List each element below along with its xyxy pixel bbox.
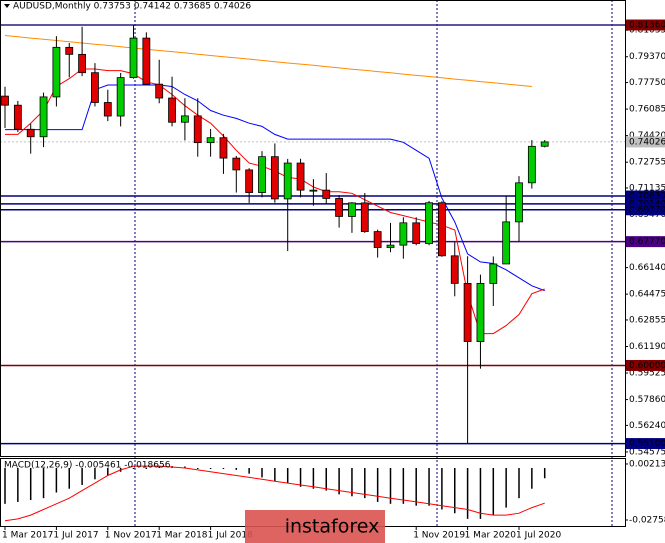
candle-body (219, 137, 228, 159)
candle-body (360, 202, 369, 232)
candle-body (399, 222, 408, 246)
candle-body (91, 72, 99, 103)
candle-body (386, 244, 395, 248)
level-label: 0.70630 (629, 192, 665, 202)
menu-triangle (4, 4, 10, 8)
candle-body (180, 115, 189, 123)
x-tick-label: 1 Jul 2017 (53, 531, 98, 541)
y-tick-label: 0.61190 (629, 342, 665, 352)
x-tick-label: 1 Jul 2018 (208, 531, 253, 541)
candle-body (412, 222, 421, 244)
y-tick-label: 0.72755 (629, 158, 665, 168)
y-tick-label: 0.76085 (629, 105, 665, 115)
candle-body (309, 189, 318, 192)
candle-body (322, 189, 331, 199)
candle-body (13, 104, 22, 130)
x-tick-label: 1 Jul 2020 (516, 531, 561, 541)
level-label-bg (626, 438, 665, 450)
level-label-bg (626, 136, 665, 148)
y-tick-label: 0.002135 (629, 459, 665, 469)
candle-body (155, 83, 164, 99)
candle-body (129, 37, 138, 79)
candle-body (425, 202, 433, 244)
candle-body (26, 128, 35, 138)
level-label-bg (626, 19, 665, 31)
candle-body (463, 282, 472, 342)
level-label: 0.74026 (629, 137, 665, 147)
plot-layer (0, 24, 625, 522)
x-tick-label: 1 Nov 2019 (413, 531, 465, 541)
level-label-bg (626, 190, 665, 202)
level-label: 0.60000 (629, 361, 665, 371)
candle-body (232, 157, 241, 171)
candle-body (193, 115, 202, 144)
candle-body (116, 77, 125, 117)
level-label: 0.69770 (629, 205, 665, 215)
candle-body (373, 231, 382, 248)
y-tick-label: 0.57860 (629, 395, 665, 405)
candle-body (348, 202, 356, 217)
candle-body (476, 282, 485, 342)
y-tick-label: 0.79370 (629, 52, 665, 62)
candle-body (296, 162, 305, 191)
candle-body (168, 97, 176, 123)
candle-body (335, 198, 344, 217)
candle-body (502, 221, 511, 265)
candle-body (142, 37, 151, 85)
x-tick-label: 1 Mar 2017 (2, 531, 53, 541)
y-tick-label: 0.74420 (629, 131, 665, 141)
y-tick-label: 0.71135 (629, 183, 665, 193)
candle-body (540, 141, 549, 147)
x-tick-label: 1 Mar 2018 (156, 531, 208, 541)
main-frame (0, 0, 626, 457)
candle-body (489, 263, 498, 284)
level-label: 0.67770 (629, 237, 665, 247)
y-tick-label: 0.54575 (629, 447, 665, 457)
candle-body (270, 156, 279, 200)
candle-body (450, 255, 459, 284)
level-label-bg (626, 204, 665, 216)
level-label-bg (626, 359, 665, 371)
candle-body (515, 182, 523, 223)
candle-body (65, 46, 74, 55)
x-tick-label: 1 Nov 2017 (105, 531, 157, 541)
x-tick-label: 1 Mar 2020 (465, 531, 517, 541)
level-label-bg (626, 236, 665, 248)
y-tick-label: 0.59525 (629, 369, 665, 379)
level-label-bg (626, 198, 665, 210)
level-label: 0.55100 (629, 439, 665, 449)
watermark-bg (245, 510, 385, 543)
chart-title: AUDUSD,Monthly 0.73753 0.74142 0.73685 0… (13, 2, 251, 12)
candle-body (39, 96, 48, 138)
indicator-line (4, 35, 532, 87)
level-label: 0.81360 (629, 21, 665, 31)
candle-body (206, 137, 215, 144)
y-tick-label: 0.81035 (629, 26, 665, 36)
candle-body (78, 53, 86, 74)
candle-body (283, 162, 292, 200)
y-tick-label: 0.66140 (629, 263, 665, 273)
candle-body (258, 156, 266, 193)
candle-body (437, 202, 446, 257)
y-tick-label: 0.77750 (629, 78, 665, 88)
y-tick-label: -0.027589 (629, 516, 665, 526)
candle-body (103, 102, 112, 117)
watermark: instaforex (285, 516, 380, 538)
candle-body (1, 95, 9, 106)
macd-title: MACD(12,26,9) -0.005461 -0.018656 (4, 461, 171, 471)
candle-body (527, 145, 536, 184)
candle-body (245, 169, 254, 193)
macd-signal (4, 465, 545, 522)
candle-body (52, 46, 61, 98)
y-tick-label: 0.64475 (629, 290, 665, 300)
y-tick-label: 0.62855 (629, 315, 665, 325)
y-tick-label: 0.56240 (629, 421, 665, 431)
